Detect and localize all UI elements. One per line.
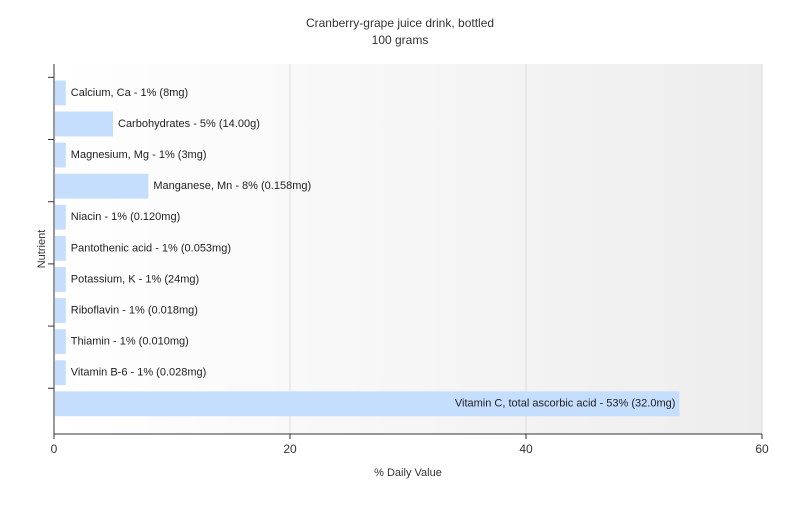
bar-labels: Calcium, Ca - 1% (8mg) Carbohydrates - 5%… <box>71 87 676 410</box>
x-tick-label: 20 <box>283 442 297 456</box>
bar-label: Vitamin C, total ascorbic acid - 53% (32… <box>455 398 676 410</box>
x-tick-label: 0 <box>51 442 58 456</box>
bar <box>55 298 66 323</box>
bar <box>55 204 66 230</box>
bar-label: Riboflavin - 1% (0.018mg) <box>71 304 198 316</box>
bar-label: Pantothenic acid - 1% (0.053mg) <box>71 242 231 254</box>
bars <box>55 80 680 417</box>
x-tick-label: 60 <box>755 442 769 456</box>
bar <box>55 142 66 168</box>
bar <box>55 360 66 386</box>
y-axis-label: Nutrient <box>36 230 48 269</box>
bar <box>55 173 149 199</box>
gridlines <box>289 64 763 434</box>
bar-label: Potassium, K - 1% (24mg) <box>71 273 199 285</box>
bar-label: Thiamin - 1% (0.010mg) <box>71 336 189 348</box>
bar-label: Magnesium, Mg - 1% (3mg) <box>71 149 207 161</box>
bar <box>55 391 680 417</box>
chart-title: Cranberry-grape juice drink, bottled <box>306 16 494 30</box>
bar <box>55 267 66 292</box>
x-tick-label: 40 <box>519 442 533 456</box>
bar-label: Calcium, Ca - 1% (8mg) <box>71 87 188 99</box>
chart-subtitle: 100 grams <box>372 33 429 47</box>
axes <box>48 64 763 439</box>
plot-area <box>54 64 762 434</box>
x-tick-labels: 0 20 40 60 <box>51 442 769 456</box>
bar <box>55 111 113 137</box>
bar <box>55 329 66 355</box>
bar-label: Carbohydrates - 5% (14.00g) <box>118 118 260 130</box>
bar <box>55 80 66 106</box>
x-axis-label: % Daily Value <box>374 467 442 479</box>
bar-label: Manganese, Mn - 8% (0.158mg) <box>153 180 311 192</box>
bar <box>55 235 66 261</box>
bar-label: Niacin - 1% (0.120mg) <box>71 211 180 223</box>
bar-label: Vitamin B-6 - 1% (0.028mg) <box>71 367 207 379</box>
